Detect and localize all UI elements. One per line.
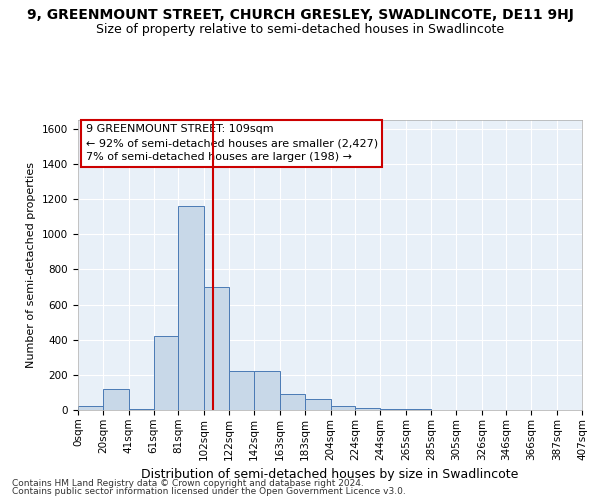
Text: Contains HM Land Registry data © Crown copyright and database right 2024.: Contains HM Land Registry data © Crown c… — [12, 478, 364, 488]
Text: Contains public sector information licensed under the Open Government Licence v3: Contains public sector information licen… — [12, 487, 406, 496]
Bar — [229, 372, 254, 410]
Bar — [154, 336, 178, 410]
Bar — [78, 406, 103, 410]
Bar — [103, 389, 129, 410]
Bar — [380, 409, 406, 410]
Y-axis label: Number of semi-detached properties: Number of semi-detached properties — [26, 162, 37, 368]
Bar — [305, 400, 331, 410]
Text: Size of property relative to semi-detached houses in Swadlincote: Size of property relative to semi-detach… — [96, 22, 504, 36]
X-axis label: Distribution of semi-detached houses by size in Swadlincote: Distribution of semi-detached houses by … — [142, 468, 518, 481]
Bar — [331, 406, 355, 410]
Bar — [205, 287, 229, 410]
Bar — [178, 206, 205, 410]
Text: 9, GREENMOUNT STREET, CHURCH GRESLEY, SWADLINCOTE, DE11 9HJ: 9, GREENMOUNT STREET, CHURCH GRESLEY, SW… — [26, 8, 574, 22]
Bar — [254, 372, 280, 410]
Bar — [355, 408, 380, 410]
Bar — [280, 394, 305, 410]
Text: 9 GREENMOUNT STREET: 109sqm
← 92% of semi-detached houses are smaller (2,427)
7%: 9 GREENMOUNT STREET: 109sqm ← 92% of sem… — [86, 124, 377, 162]
Bar — [129, 409, 154, 410]
